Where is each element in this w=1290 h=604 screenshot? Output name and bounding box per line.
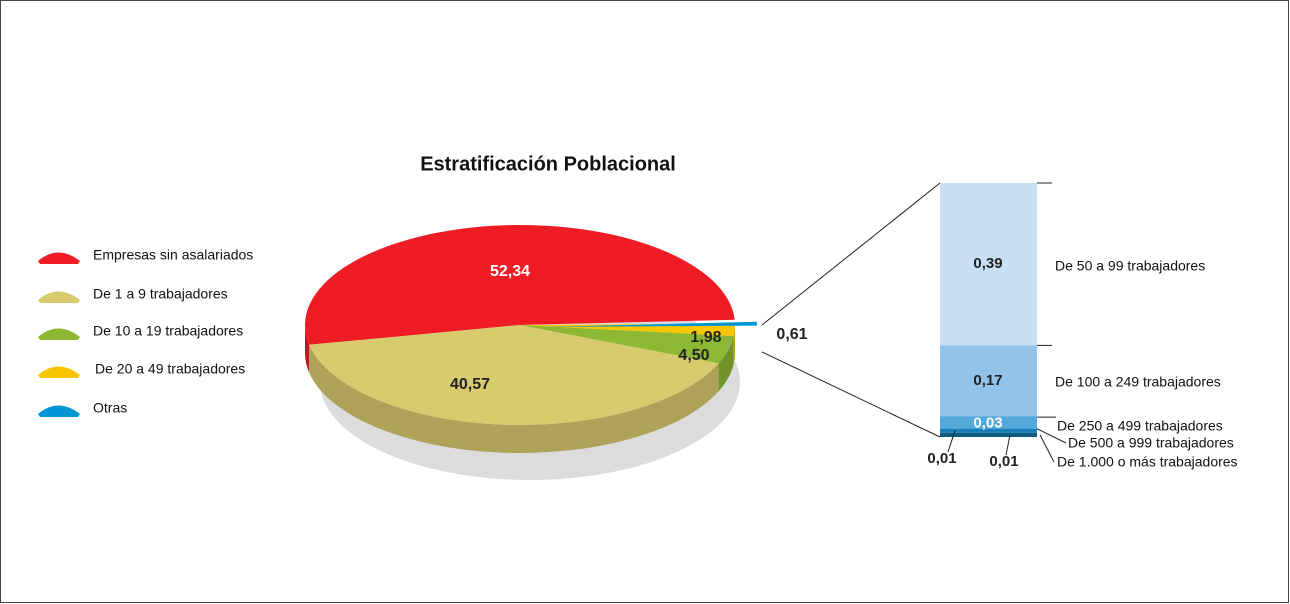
data-label: 52,34: [490, 263, 530, 280]
category-label: De 50 a 99 trabajadores: [1055, 258, 1205, 274]
bar-segment: [940, 345, 1037, 417]
leader-line: [761, 351, 941, 438]
data-label: 0,01: [927, 450, 956, 467]
legend-label: De 20 a 49 trabajadores: [95, 361, 245, 377]
leader: [1039, 434, 1055, 463]
category-label: De 1.000 o más trabajadores: [1057, 454, 1238, 470]
data-label: 0,17: [973, 372, 1002, 389]
data-label: 4,50: [678, 347, 709, 364]
legend-swatch: [38, 291, 80, 303]
leader: [1005, 434, 1011, 456]
bar-segment: [940, 428, 1037, 433]
pie-side: [718, 336, 734, 392]
pie-side: [733, 325, 735, 365]
category-label: De 250 a 499 trabajadores: [1057, 418, 1223, 434]
pie-slice: [309, 325, 719, 425]
legend-label: De 1 a 9 trabajadores: [93, 286, 228, 302]
bar-segment: [940, 416, 1037, 429]
legend-swatch: [38, 405, 80, 417]
data-label: 0,03: [973, 414, 1002, 431]
legend-swatch: [38, 252, 80, 264]
bar-segment: [940, 432, 1037, 437]
legend-label: Otras: [93, 400, 127, 416]
chart-title: Estratificación Poblacional: [420, 153, 676, 175]
leader: [947, 430, 956, 453]
data-label: 40,57: [450, 376, 490, 393]
data-label: 0,39: [973, 255, 1002, 272]
legend-swatch: [38, 328, 80, 340]
pie-side: [309, 344, 719, 453]
pie-slice: [542, 321, 757, 327]
category-label: De 100 a 249 trabajadores: [1055, 374, 1221, 390]
pie-side: [305, 325, 310, 373]
legend-label: De 10 a 19 trabajadores: [93, 323, 243, 339]
leader: [1036, 428, 1067, 444]
legend-label: Empresas sin asalariados: [93, 247, 253, 263]
category-label: De 500 a 999 trabajadores: [1068, 435, 1234, 451]
legend-swatch: [38, 366, 80, 378]
pie-slice: [520, 325, 734, 364]
data-label: 0,01: [989, 453, 1018, 470]
leader-line: [761, 182, 941, 326]
pie-slice: [305, 224, 735, 345]
bar-segment: [940, 183, 1037, 346]
data-label: 1,98: [690, 329, 721, 346]
data-label: 0,61: [776, 326, 807, 343]
